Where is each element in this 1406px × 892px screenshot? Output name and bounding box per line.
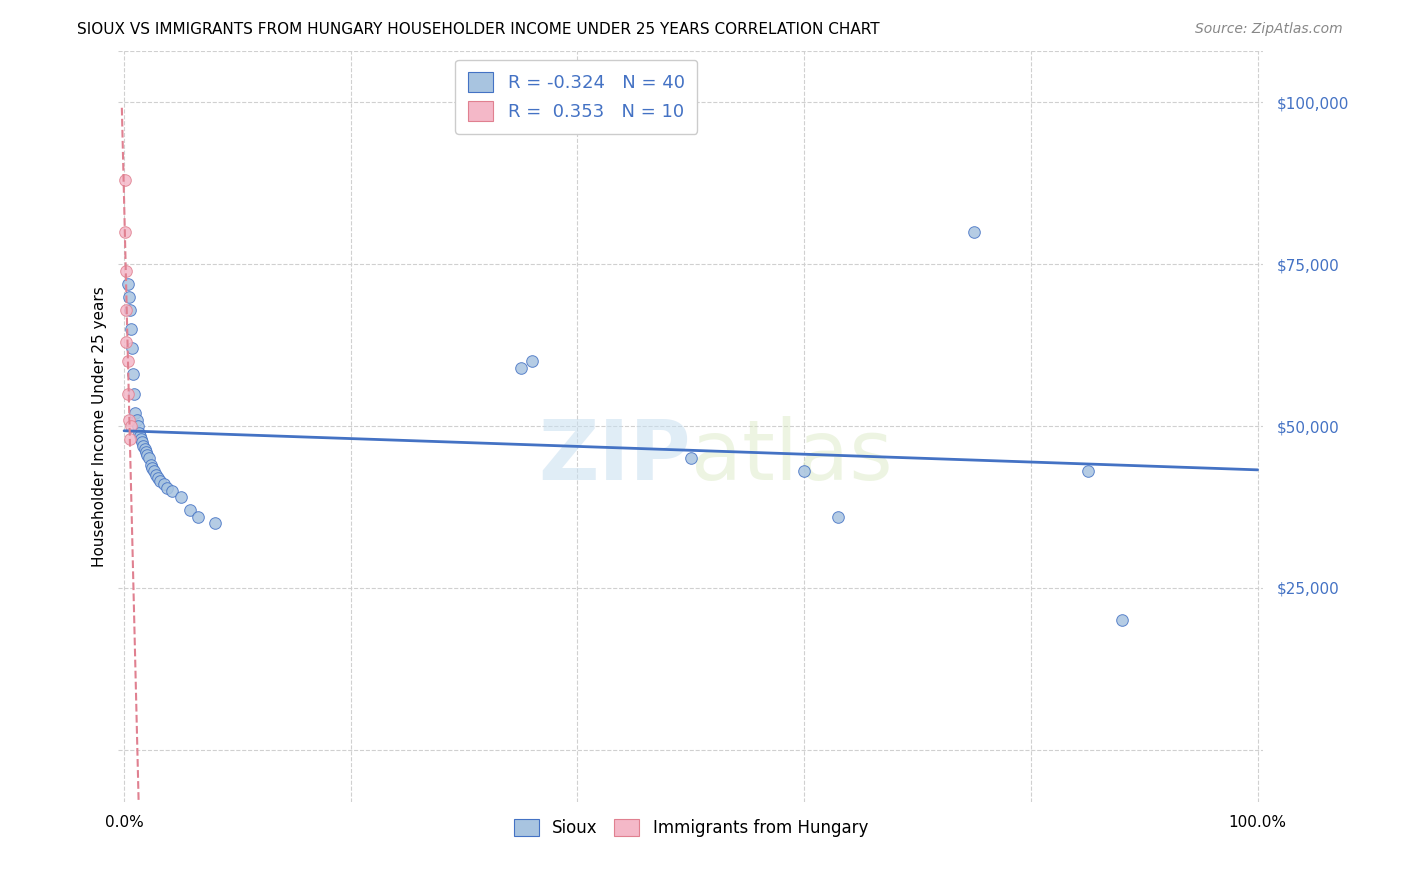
Point bbox=[679, 451, 702, 466]
Point bbox=[204, 516, 226, 531]
Point bbox=[135, 448, 157, 462]
Point bbox=[146, 471, 169, 485]
Point bbox=[120, 322, 142, 336]
Point bbox=[152, 477, 174, 491]
Point bbox=[520, 354, 543, 368]
Point bbox=[118, 302, 141, 317]
Point bbox=[115, 334, 138, 349]
Point bbox=[963, 225, 986, 239]
Point bbox=[149, 474, 172, 488]
Point bbox=[170, 491, 193, 505]
Point bbox=[124, 386, 146, 401]
Point bbox=[135, 445, 157, 459]
Point bbox=[121, 342, 143, 356]
Point bbox=[115, 264, 138, 278]
Point bbox=[129, 429, 152, 443]
Point bbox=[118, 432, 141, 446]
Point bbox=[128, 425, 150, 440]
Point bbox=[160, 483, 183, 498]
Point bbox=[117, 277, 139, 291]
Point bbox=[142, 465, 165, 479]
Point bbox=[122, 368, 145, 382]
Point bbox=[179, 503, 201, 517]
Point bbox=[114, 225, 136, 239]
Text: atlas: atlas bbox=[690, 416, 893, 497]
Point bbox=[145, 467, 167, 482]
Point bbox=[132, 438, 155, 452]
Point bbox=[131, 435, 153, 450]
Point bbox=[125, 412, 148, 426]
Point bbox=[117, 386, 139, 401]
Point bbox=[1077, 465, 1099, 479]
Point bbox=[187, 509, 209, 524]
Point bbox=[129, 432, 152, 446]
Legend: Sioux, Immigrants from Hungary: Sioux, Immigrants from Hungary bbox=[505, 811, 876, 846]
Point bbox=[115, 302, 138, 317]
Point bbox=[127, 419, 149, 434]
Point bbox=[124, 406, 146, 420]
Point bbox=[138, 451, 160, 466]
Point bbox=[134, 442, 156, 456]
Point bbox=[117, 412, 139, 426]
Point bbox=[509, 360, 531, 375]
Point bbox=[141, 458, 163, 472]
Point bbox=[156, 481, 179, 495]
Y-axis label: Householder Income Under 25 years: Householder Income Under 25 years bbox=[93, 285, 107, 566]
Point bbox=[1111, 613, 1133, 627]
Point bbox=[141, 461, 163, 475]
Point bbox=[114, 173, 136, 187]
Text: Source: ZipAtlas.com: Source: ZipAtlas.com bbox=[1195, 22, 1343, 37]
Point bbox=[117, 290, 139, 304]
Point bbox=[120, 419, 142, 434]
Point bbox=[827, 509, 849, 524]
Point bbox=[793, 465, 815, 479]
Text: ZIP: ZIP bbox=[538, 416, 690, 497]
Text: SIOUX VS IMMIGRANTS FROM HUNGARY HOUSEHOLDER INCOME UNDER 25 YEARS CORRELATION C: SIOUX VS IMMIGRANTS FROM HUNGARY HOUSEHO… bbox=[77, 22, 880, 37]
Point bbox=[117, 354, 139, 368]
